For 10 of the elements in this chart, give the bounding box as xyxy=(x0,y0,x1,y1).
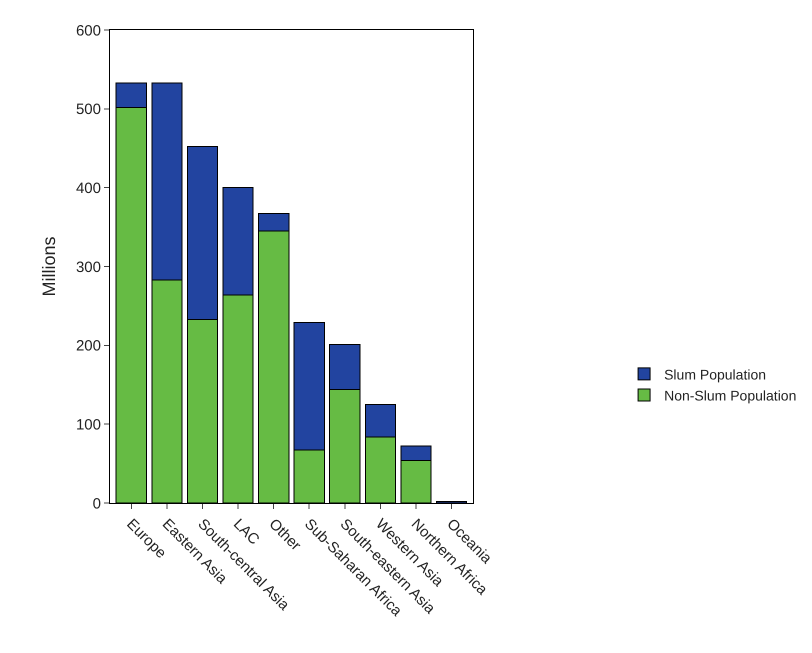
y-tick-label: 0 xyxy=(92,495,101,512)
y-tick-label: 300 xyxy=(76,258,101,276)
legend-label: Non-Slum Population xyxy=(664,388,796,404)
legend-label: Slum Population xyxy=(664,366,766,382)
y-tick-label: 600 xyxy=(76,22,101,40)
y-tick-label: 500 xyxy=(76,101,101,118)
y-tick-label: 400 xyxy=(76,180,101,197)
y-tick-label: 100 xyxy=(76,416,101,434)
y-axis-title: Millions xyxy=(39,236,60,297)
y-tick-label: 200 xyxy=(76,338,101,355)
